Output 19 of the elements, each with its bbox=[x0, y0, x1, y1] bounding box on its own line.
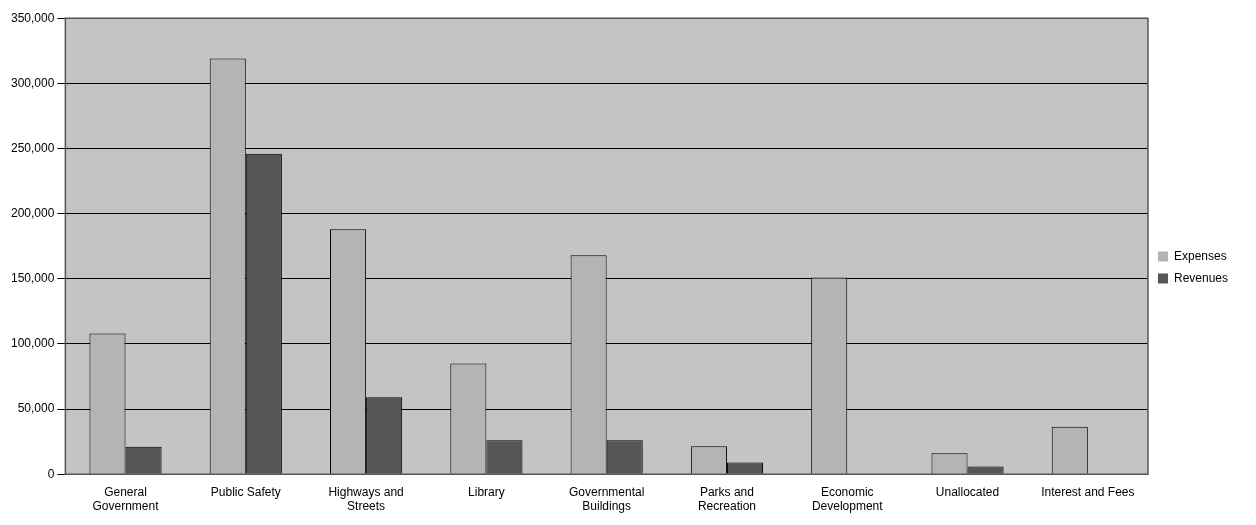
x-tick-label: Governmental Buildings bbox=[568, 484, 645, 514]
y-tick-label: 150,000 bbox=[10, 271, 55, 286]
x-tick-label: Parks and Recreation bbox=[697, 484, 756, 514]
x-tick-label: Library bbox=[468, 484, 505, 499]
y-tick-label: 100,000 bbox=[10, 336, 55, 351]
y-tick-label: 0 bbox=[47, 466, 55, 481]
x-tick-label: Public Safety bbox=[210, 484, 281, 499]
y-tick-label: 200,000 bbox=[10, 205, 55, 220]
legend-label: Revenues bbox=[1173, 270, 1229, 285]
y-tick-label: 350,000 bbox=[10, 10, 55, 25]
x-tick-label: General Government bbox=[92, 484, 160, 514]
y-tick-label: 250,000 bbox=[10, 140, 55, 155]
x-tick-label: Unallocated bbox=[935, 484, 1000, 499]
x-tick-label: Economic Development bbox=[811, 484, 884, 514]
y-tick-label: 50,000 bbox=[17, 401, 55, 416]
x-tick-label: Highways and Streets bbox=[328, 484, 404, 514]
legend-label: Expenses bbox=[1173, 248, 1227, 263]
x-tick-label: Interest and Fees bbox=[1041, 484, 1135, 499]
y-tick-label: 300,000 bbox=[10, 75, 55, 90]
